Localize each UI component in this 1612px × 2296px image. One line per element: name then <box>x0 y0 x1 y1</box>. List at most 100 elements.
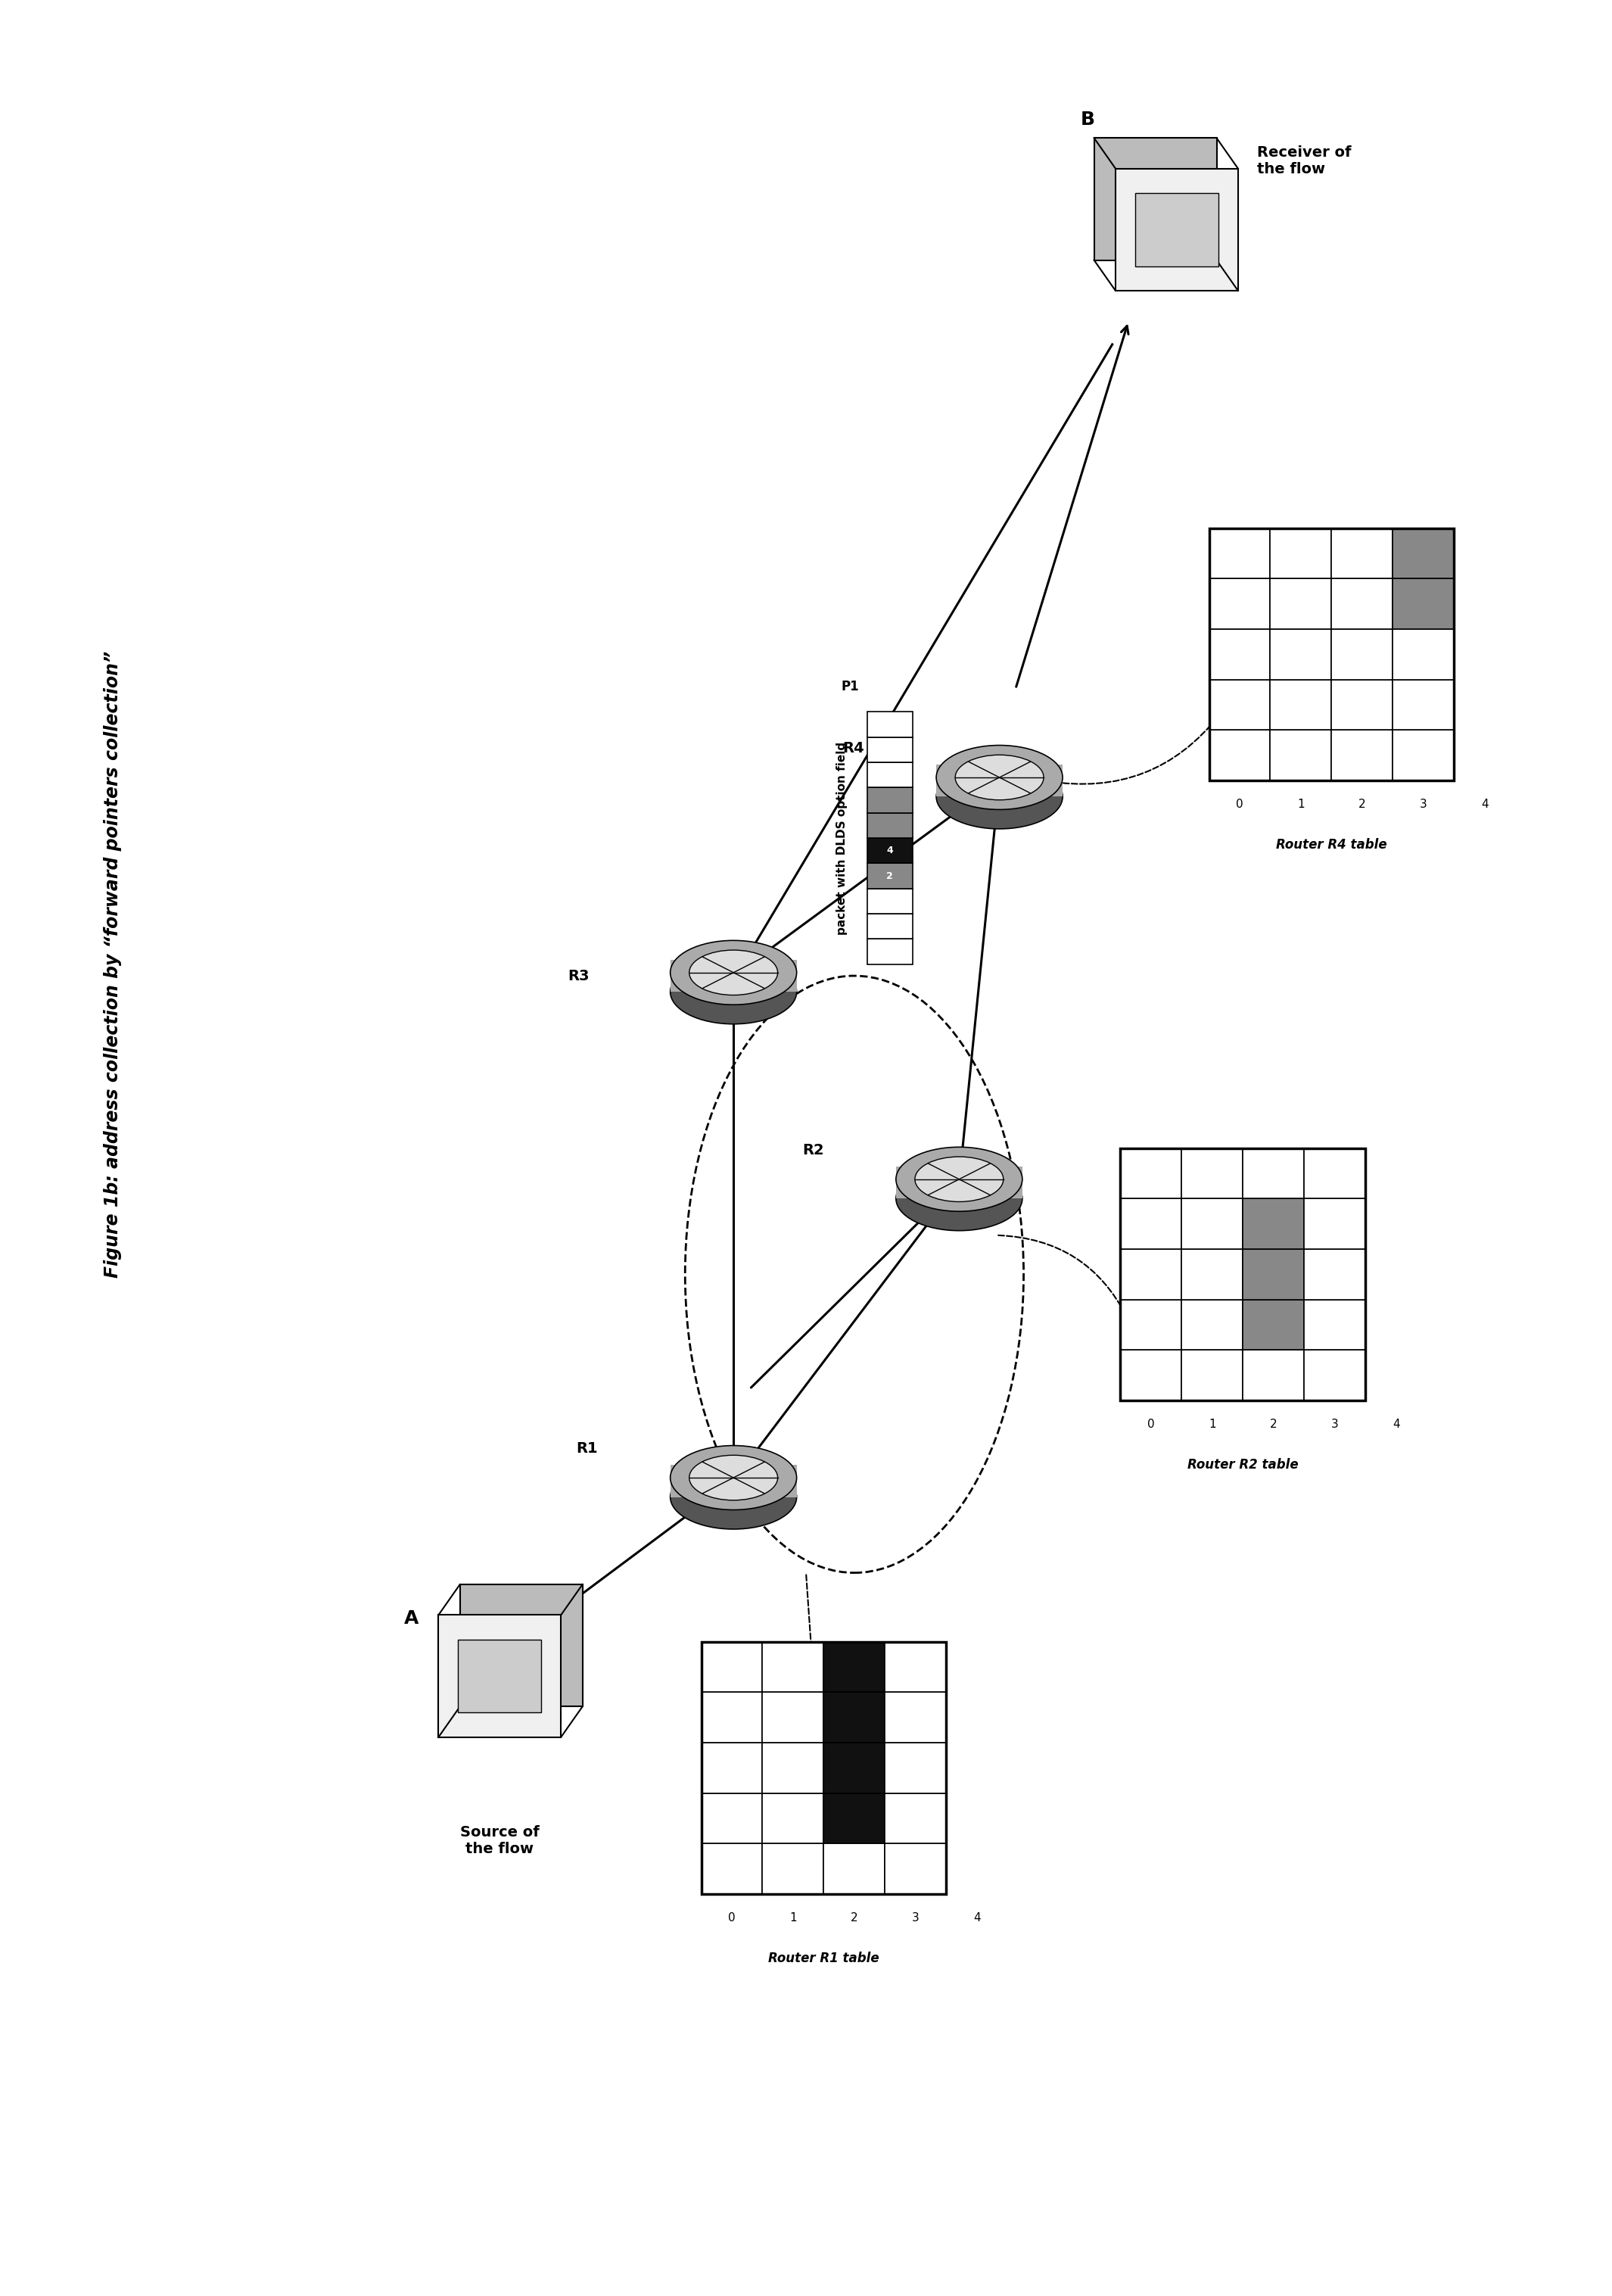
Text: 0: 0 <box>1148 1419 1154 1430</box>
Bar <box>824 1743 885 1793</box>
Text: 4: 4 <box>1393 1419 1399 1430</box>
Bar <box>1209 528 1454 781</box>
Ellipse shape <box>690 951 777 994</box>
Bar <box>701 1793 762 1844</box>
Bar <box>1095 138 1217 259</box>
Bar <box>671 960 796 992</box>
Text: 4: 4 <box>887 845 893 856</box>
Bar <box>762 1844 824 1894</box>
Bar <box>885 1642 946 1692</box>
Text: 3: 3 <box>1332 1419 1338 1430</box>
Bar <box>1393 528 1454 579</box>
Ellipse shape <box>937 765 1062 829</box>
Text: Source of
the flow: Source of the flow <box>459 1825 540 1857</box>
Bar <box>1120 1199 1182 1249</box>
Bar <box>1135 193 1219 266</box>
Bar <box>867 889 912 914</box>
Text: 1: 1 <box>1209 1419 1215 1430</box>
Text: R1: R1 <box>577 1442 598 1456</box>
Bar <box>458 1639 542 1713</box>
Bar <box>1332 629 1393 680</box>
Bar <box>937 765 1062 797</box>
Ellipse shape <box>671 941 796 1006</box>
Ellipse shape <box>690 1456 777 1499</box>
Bar <box>1243 1350 1304 1401</box>
Bar <box>1182 1148 1243 1199</box>
Bar <box>1120 1350 1182 1401</box>
Bar <box>1332 680 1393 730</box>
Bar <box>824 1793 885 1844</box>
Text: P1: P1 <box>841 680 859 693</box>
Bar <box>1243 1199 1304 1249</box>
Bar <box>1270 730 1332 781</box>
Bar <box>762 1743 824 1793</box>
Bar <box>701 1743 762 1793</box>
Text: A: A <box>403 1609 419 1628</box>
Bar <box>1243 1249 1304 1300</box>
Bar <box>867 838 912 863</box>
Bar <box>762 1793 824 1844</box>
Text: Router R4 table: Router R4 table <box>1277 838 1386 852</box>
Bar <box>867 737 912 762</box>
Bar <box>459 1584 582 1706</box>
Bar <box>1243 1148 1304 1199</box>
Ellipse shape <box>956 755 1043 799</box>
Bar <box>1304 1199 1365 1249</box>
Bar <box>867 939 912 964</box>
Text: Figure 1b: address collection by “forward pointers collection”: Figure 1b: address collection by “forwar… <box>103 650 123 1279</box>
Bar <box>824 1642 885 1692</box>
Bar <box>867 762 912 788</box>
Text: 4: 4 <box>974 1913 980 1924</box>
Bar <box>1120 1148 1182 1199</box>
Bar <box>1393 730 1454 781</box>
Bar <box>1182 1199 1243 1249</box>
Ellipse shape <box>896 1148 1022 1212</box>
Ellipse shape <box>671 1446 796 1511</box>
Bar <box>1120 1148 1365 1401</box>
Text: 2: 2 <box>887 870 893 882</box>
Text: 1: 1 <box>1298 799 1304 810</box>
Bar <box>1270 579 1332 629</box>
Text: 0: 0 <box>1236 799 1243 810</box>
Bar <box>867 914 912 939</box>
Text: Router R1 table: Router R1 table <box>769 1952 879 1965</box>
Text: packet with DLDS option field: packet with DLDS option field <box>837 742 848 934</box>
Text: R4: R4 <box>843 742 864 755</box>
Ellipse shape <box>916 1157 1003 1201</box>
Text: 1: 1 <box>790 1913 796 1924</box>
Bar <box>1116 168 1238 292</box>
Text: R3: R3 <box>567 969 588 983</box>
Bar <box>1209 579 1270 629</box>
Text: 3: 3 <box>1420 799 1427 810</box>
Bar <box>1393 629 1454 680</box>
Bar <box>1304 1249 1365 1300</box>
Bar <box>1120 1300 1182 1350</box>
Bar <box>1304 1350 1365 1401</box>
Bar <box>1120 1249 1182 1300</box>
Bar <box>867 863 912 889</box>
Ellipse shape <box>937 746 1062 810</box>
Bar <box>1393 579 1454 629</box>
Bar <box>885 1743 946 1793</box>
Text: R2: R2 <box>803 1143 824 1157</box>
Bar <box>885 1793 946 1844</box>
Bar <box>701 1692 762 1743</box>
Bar <box>1270 629 1332 680</box>
Text: Receiver of
the flow: Receiver of the flow <box>1257 145 1351 177</box>
Bar <box>824 1844 885 1894</box>
Text: Router R2 table: Router R2 table <box>1188 1458 1298 1472</box>
Text: 2: 2 <box>851 1913 858 1924</box>
Bar <box>1209 680 1270 730</box>
Bar <box>1332 528 1393 579</box>
Bar <box>701 1844 762 1894</box>
Bar <box>1243 1300 1304 1350</box>
Ellipse shape <box>896 1166 1022 1231</box>
Bar <box>1304 1300 1365 1350</box>
Bar <box>1393 680 1454 730</box>
Text: 2: 2 <box>1270 1419 1277 1430</box>
Bar <box>1182 1350 1243 1401</box>
Text: 3: 3 <box>912 1913 919 1924</box>
Bar <box>671 1465 796 1497</box>
Ellipse shape <box>671 1465 796 1529</box>
Bar <box>896 1166 1022 1199</box>
